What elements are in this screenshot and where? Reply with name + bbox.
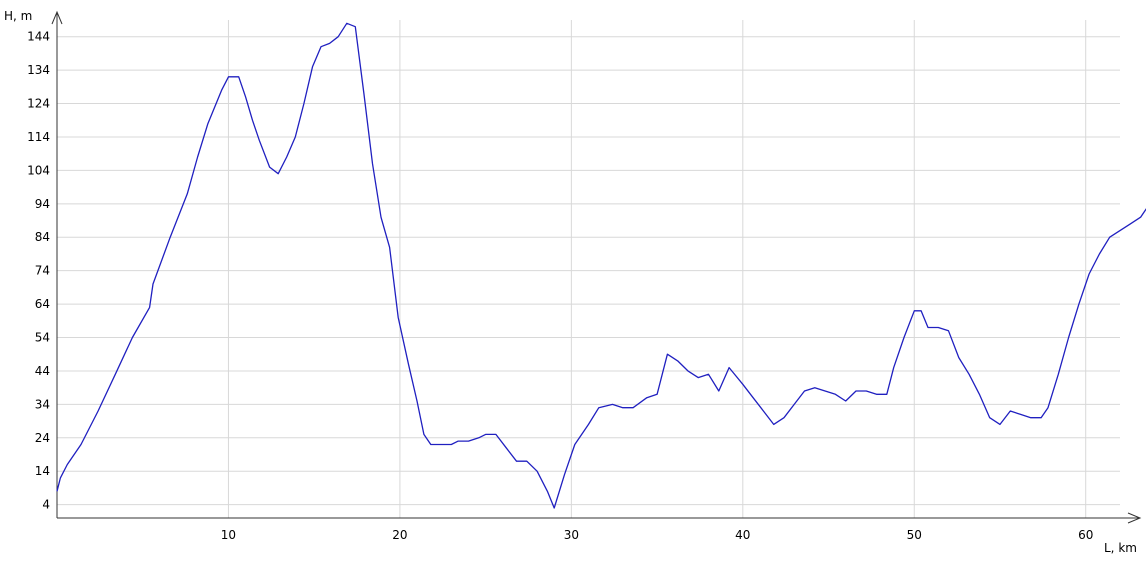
y-tick-label: 104 [27,163,50,177]
series-layer [56,22,1146,509]
y-axis-arrow [51,10,63,25]
y-tick-label: 24 [35,431,50,445]
y-tick-label: 84 [35,230,50,244]
axes [51,10,1142,524]
y-tick-label: 44 [35,364,50,378]
elevation-series-line [56,22,1146,509]
y-tick-label: 124 [27,97,50,111]
x-tick-label: 10 [221,528,236,542]
x-tick-label: 60 [1078,528,1093,542]
y-tick-label: 14 [35,464,50,478]
x-tick-label: 40 [735,528,750,542]
y-tick-label: 134 [27,63,50,77]
x-tick-label: 30 [564,528,579,542]
y-tick-label: 74 [35,264,50,278]
y-tick-label: 4 [42,498,50,512]
x-tick-label: 50 [907,528,922,542]
y-axis-title: H, m [4,9,32,23]
y-tick-label: 94 [35,197,50,211]
x-tick-label: 20 [392,528,407,542]
y-tick-label: 54 [35,331,50,345]
tick-labels: 4 14 24 34 44 54 64 74 84 94 104 114 124 134 144 10 20 30… [27,30,1093,542]
y-tick-label: 64 [35,297,50,311]
y-tick-label: 34 [35,397,50,411]
x-axis-title: L, km [1104,541,1137,555]
x-axis-arrow [1127,512,1142,524]
y-tick-label: 144 [27,30,50,44]
grid [57,20,1120,518]
y-tick-label: 114 [27,130,50,144]
